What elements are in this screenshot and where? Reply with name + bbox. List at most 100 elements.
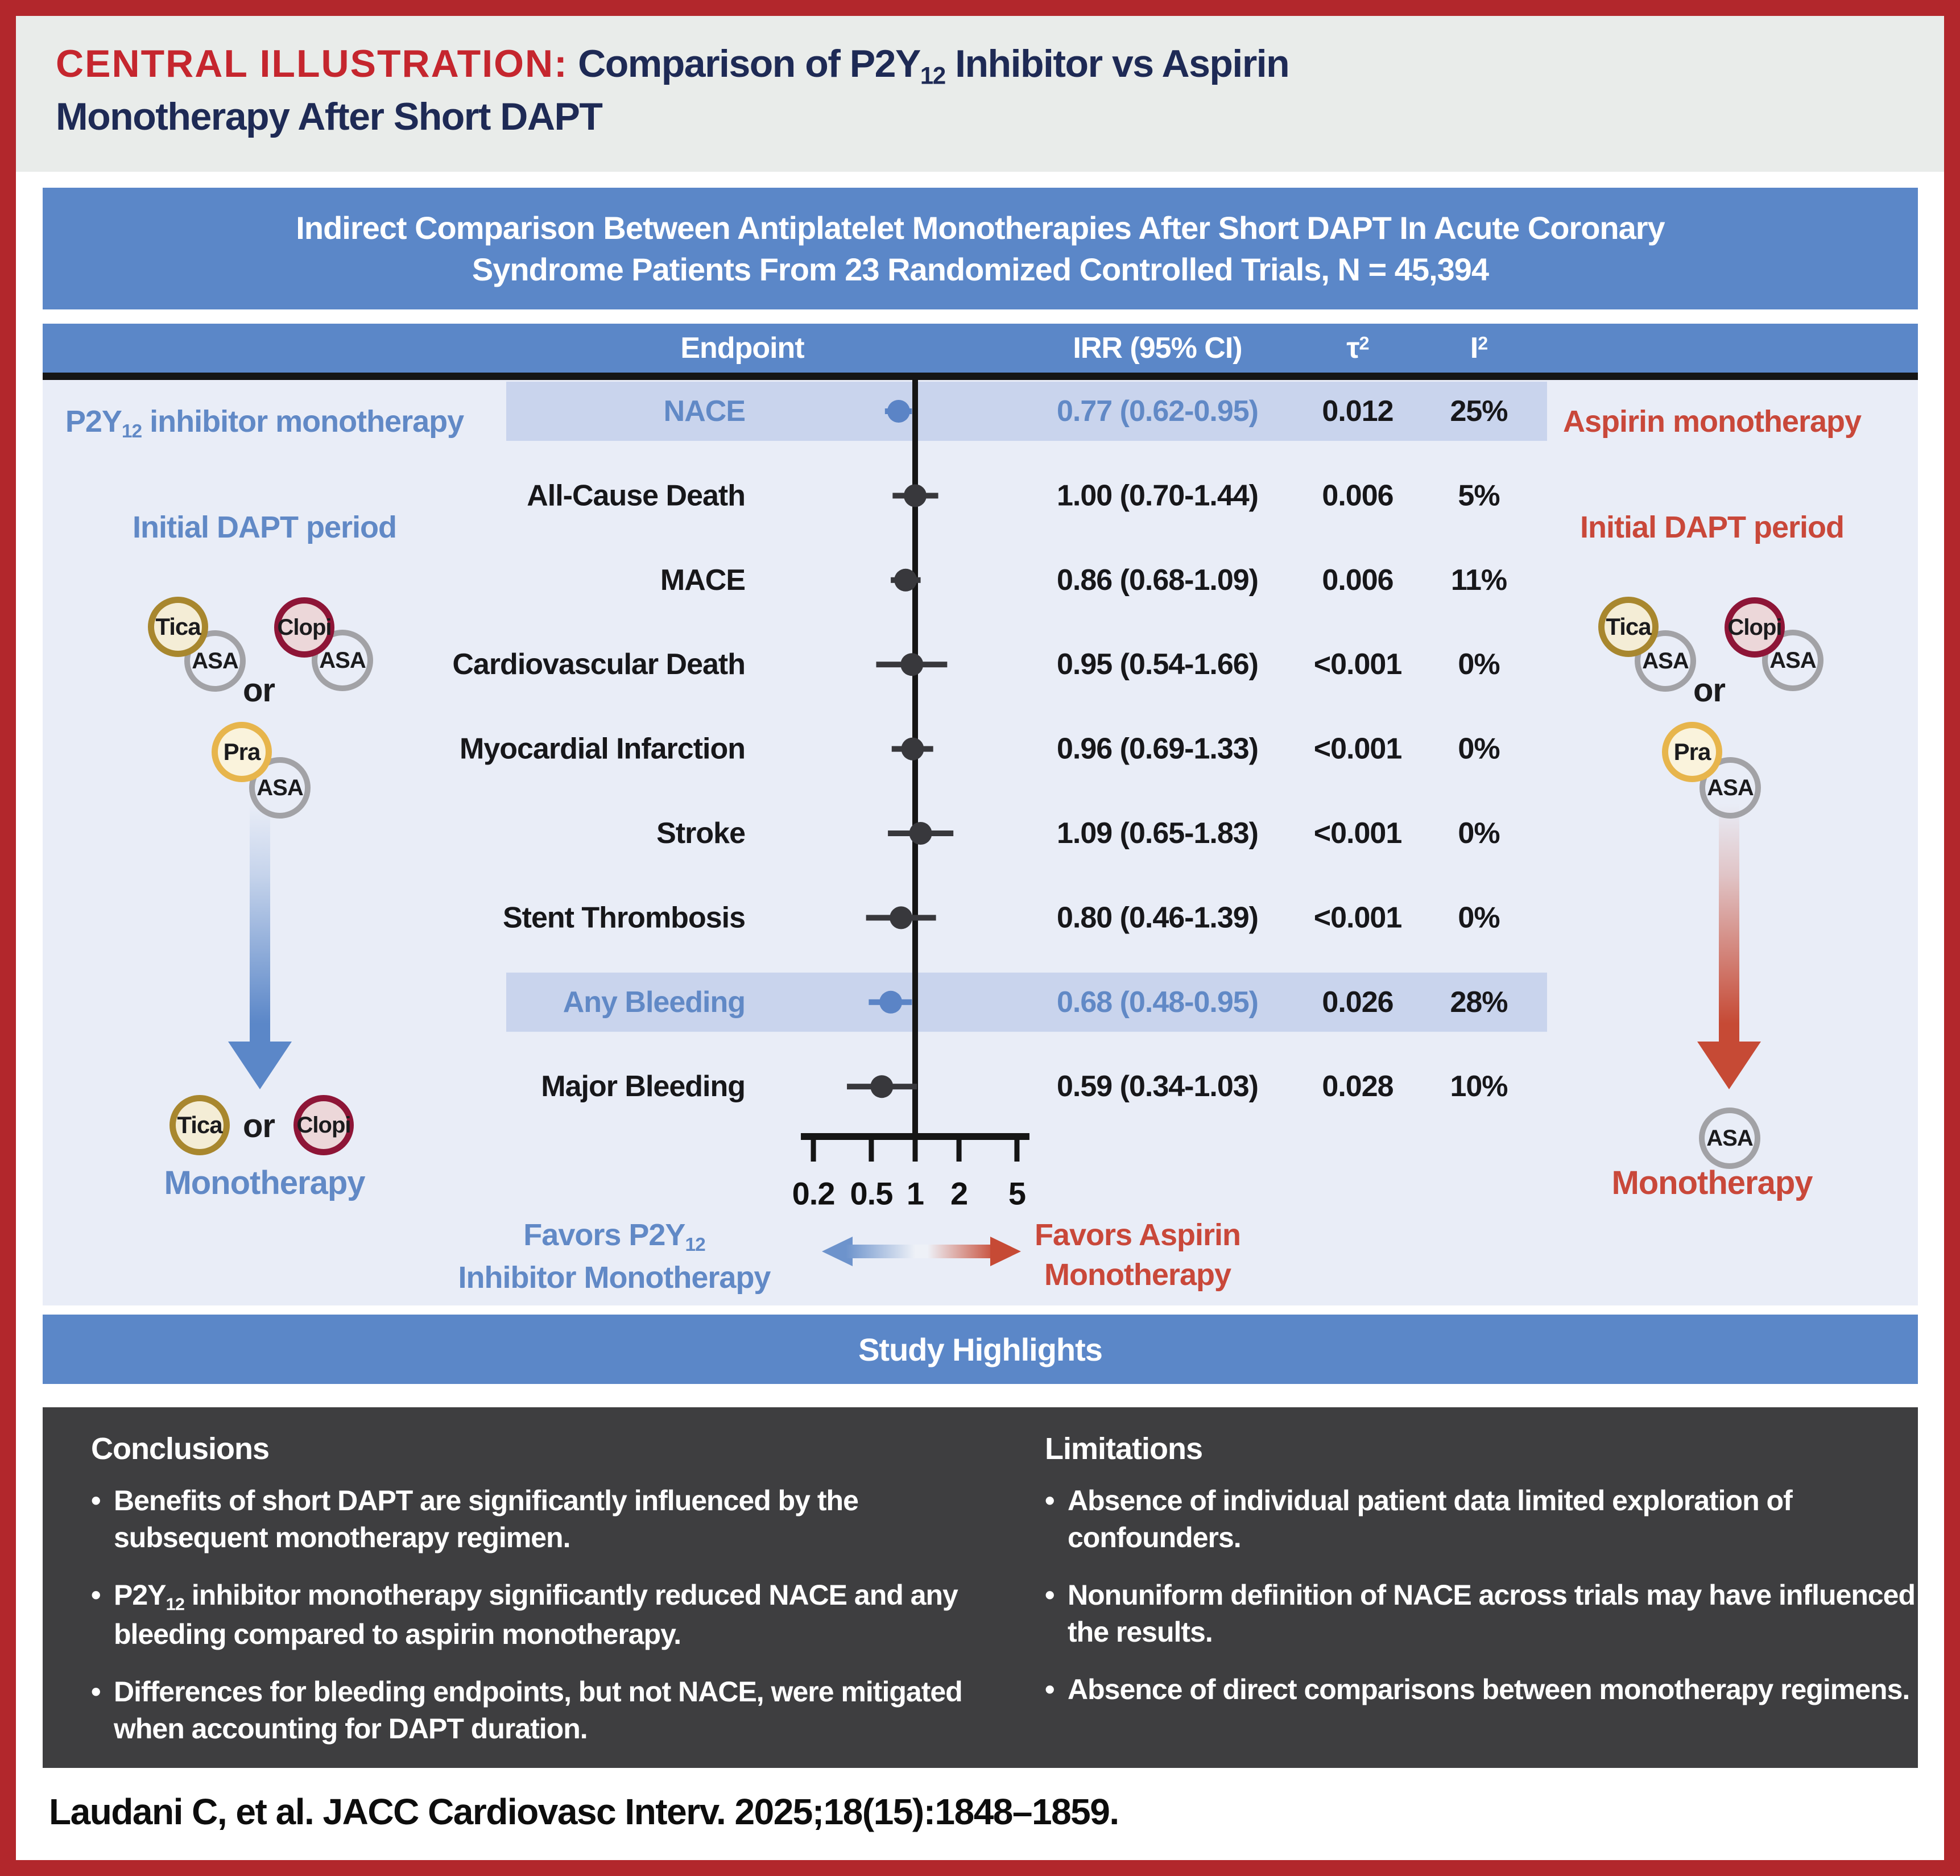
irr-value: 0.86 (0.68-1.09) xyxy=(1057,564,1258,597)
arrow-right-head xyxy=(990,1237,1021,1266)
x-axis-tick xyxy=(811,1137,816,1162)
endpoint-label: Stent Thrombosis xyxy=(503,901,745,934)
asa-circle: ASA xyxy=(249,757,311,819)
x-axis-tick xyxy=(869,1137,874,1162)
row-highlight xyxy=(506,972,1547,1032)
asa-circle: ASA xyxy=(184,630,246,692)
study-highlights-bar: Study Highlights xyxy=(43,1315,1918,1384)
x-tick-label: 0.5 xyxy=(850,1176,893,1212)
irr-value: 0.77 (0.62-0.95) xyxy=(1057,395,1258,428)
tica-circle: Tica xyxy=(148,597,208,657)
limitations-section: Limitations Absence of individual patien… xyxy=(1045,1431,1921,1729)
asa-circle: ASA xyxy=(1700,757,1761,819)
x-axis-tick xyxy=(912,1137,918,1162)
favors-p2y12-label: Favors P2Y12 Inhibitor Monotherapy xyxy=(458,1218,771,1295)
aspirin-monotherapy-label: Aspirin monotherapy xyxy=(1562,404,1862,439)
i2-value: 28% xyxy=(1450,986,1507,1019)
clopi-circle: Clopi xyxy=(1725,597,1785,658)
i2-value: 25% xyxy=(1450,395,1507,428)
limitation-item: Nonuniform definition of NACE across tri… xyxy=(1045,1577,1921,1651)
favors-aspirin-label: Favors Aspirin Monotherapy xyxy=(1034,1218,1241,1292)
point-estimate xyxy=(904,484,927,507)
citation: Laudani C, et al. JACC Cardiovasc Interv… xyxy=(49,1791,1119,1832)
point-estimate xyxy=(879,990,903,1014)
tau2-value: 0.026 xyxy=(1322,986,1393,1019)
pra-circle: Pra xyxy=(1662,722,1722,782)
i2-value: 10% xyxy=(1450,1070,1507,1103)
x-tick-label: 2 xyxy=(950,1176,967,1212)
monotherapy-label-left: Monotherapy xyxy=(164,1164,365,1201)
tau2-value: <0.001 xyxy=(1314,901,1402,934)
tau2-value: 0.028 xyxy=(1322,1070,1393,1103)
irr-value: 0.95 (0.54-1.66) xyxy=(1057,648,1258,681)
dapt-to-mono-arrow-left xyxy=(250,804,270,1043)
conclusion-item: Differences for bleeding endpoints, but … xyxy=(91,1673,978,1747)
endpoint-label: Cardiovascular Death xyxy=(452,648,745,681)
tau2-value: 0.012 xyxy=(1322,395,1393,428)
column-header-tau2: τ2 xyxy=(1346,332,1369,365)
x-tick-label: 0.2 xyxy=(792,1176,835,1212)
forest-panel: NACE 0.77 (0.62-0.95) 0.012 25% All-Cause De… xyxy=(43,380,1918,1305)
header-rule xyxy=(43,373,1918,380)
title-highlight: CENTRAL ILLUSTRATION: xyxy=(56,42,568,85)
banner-line2: Syndrome Patients From 23 Randomized Con… xyxy=(472,251,1489,287)
i2-value: 0% xyxy=(1458,817,1499,850)
dapt-to-mono-arrow-right xyxy=(1719,804,1739,1043)
limitation-item: Absence of direct comparisons between mo… xyxy=(1045,1671,1921,1708)
initial-dapt-period-label-left: Initial DAPT period xyxy=(132,510,397,544)
x-tick-label: 1 xyxy=(907,1176,924,1212)
i2-value: 5% xyxy=(1458,479,1499,512)
point-estimate xyxy=(870,1075,894,1098)
x-axis-tick xyxy=(956,1137,962,1162)
tau2-value: 0.006 xyxy=(1322,564,1393,597)
table-header-bar: Endpoint IRR (95% CI) τ2 I2 xyxy=(43,324,1918,373)
asa-circle: ASA xyxy=(312,630,373,691)
irr-value: 0.59 (0.34-1.03) xyxy=(1057,1070,1258,1103)
conclusions-heading: Conclusions xyxy=(91,1432,270,1466)
point-estimate xyxy=(890,906,913,929)
dapt-to-mono-arrowhead-left xyxy=(228,1042,292,1089)
i2-value: 0% xyxy=(1458,733,1499,766)
column-header-i2: I2 xyxy=(1470,332,1488,365)
clopi-mono-circle: Clopi xyxy=(293,1095,354,1155)
page-title-line1: CENTRAL ILLUSTRATION: Comparison of P2Y1… xyxy=(56,42,1290,89)
banner-line1: Indirect Comparison Between Antiplatelet… xyxy=(296,210,1665,246)
asa-circle: ASA xyxy=(1635,630,1696,692)
x-tick-label: 5 xyxy=(1008,1176,1026,1212)
i2-value: 11% xyxy=(1451,564,1507,597)
conclusions-section: Conclusions Benefits of short DAPT are s… xyxy=(91,1431,978,1768)
conclusion-item: Benefits of short DAPT are significantly… xyxy=(91,1482,978,1556)
asa-circle: ASA xyxy=(1762,630,1823,691)
endpoint-label: MACE xyxy=(660,564,745,597)
endpoint-label: Any Bleeding xyxy=(563,986,745,1019)
i2-value: 0% xyxy=(1458,901,1499,934)
study-highlights-box: Conclusions Benefits of short DAPT are s… xyxy=(43,1407,1918,1768)
tau2-value: <0.001 xyxy=(1314,648,1402,681)
endpoint-label: Myocardial Infarction xyxy=(460,733,745,766)
endpoint-label: Stroke xyxy=(656,817,745,850)
irr-value: 0.80 (0.46-1.39) xyxy=(1057,901,1258,934)
column-header-irr: IRR (95% CI) xyxy=(1073,332,1242,365)
endpoint-label: Major Bleeding xyxy=(541,1070,745,1103)
x-axis-tick xyxy=(1014,1137,1020,1162)
asa-mono-circle: ASA xyxy=(1699,1108,1760,1169)
initial-dapt-period-label-right: Initial DAPT period xyxy=(1579,510,1845,544)
i2-value: 0% xyxy=(1458,648,1499,681)
dapt-to-mono-arrowhead-right xyxy=(1697,1042,1761,1089)
page-title-line2: Monotherapy After Short DAPT xyxy=(56,95,603,139)
page-title: CENTRAL ILLUSTRATION: Comparison of P2Y1… xyxy=(16,16,1944,143)
p2y12-subscript: 12 xyxy=(920,62,946,89)
conclusion-item: P2Y12 inhibitor monotherapy significantl… xyxy=(91,1577,978,1653)
study-banner: Indirect Comparison Between Antiplatelet… xyxy=(43,188,1918,309)
column-header-endpoint: Endpoint xyxy=(680,332,804,365)
or-label: or xyxy=(243,1108,275,1144)
tau2-value: <0.001 xyxy=(1314,733,1402,766)
tica-circle: Tica xyxy=(1598,597,1659,657)
endpoint-label: All-Cause Death xyxy=(527,479,745,512)
irr-value: 0.68 (0.48-0.95) xyxy=(1057,986,1258,1019)
tau2-value: <0.001 xyxy=(1314,817,1402,850)
irr-value: 0.96 (0.69-1.33) xyxy=(1057,733,1258,766)
point-estimate xyxy=(887,400,910,423)
irr-value: 1.00 (0.70-1.44) xyxy=(1057,479,1258,512)
pra-circle: Pra xyxy=(212,722,272,782)
